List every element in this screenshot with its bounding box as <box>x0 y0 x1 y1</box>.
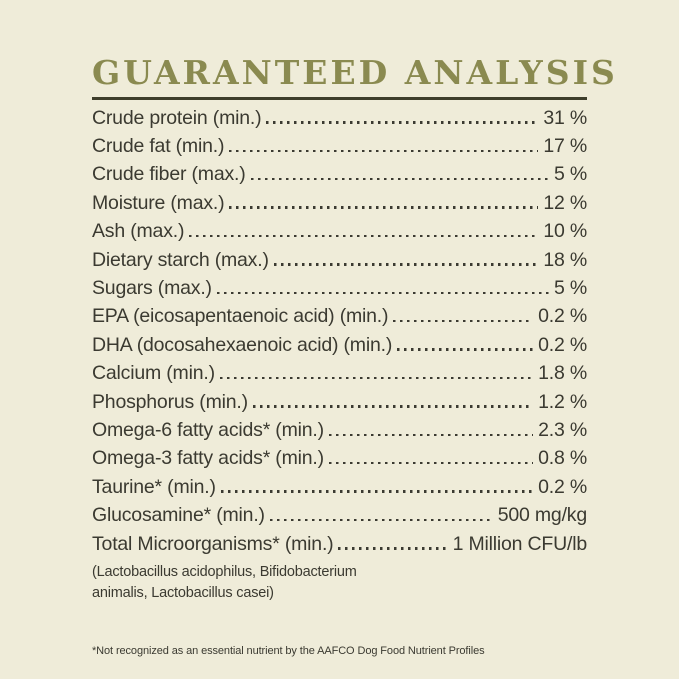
nutrient-label: EPA (eicosapentaenoic acid) (min.) <box>92 305 389 328</box>
analysis-row: Omega-3 fatty acids* (min.) 0.8 % <box>92 447 587 475</box>
nutrient-label: DHA (docosahexaenoic acid) (min.) <box>92 333 393 356</box>
analysis-row: Dietary starch (max.) 18 % <box>92 249 587 277</box>
dot-leader <box>229 149 539 153</box>
dot-leader <box>250 178 549 181</box>
nutrient-value: 10 % <box>543 220 587 243</box>
nutrient-value: 18 % <box>543 248 587 271</box>
nutrient-label: Phosphorus (min.) <box>92 390 248 413</box>
dot-leader <box>393 319 534 323</box>
analysis-row: Total Microorganisms* (min.) 1 Million C… <box>92 533 587 561</box>
nutrient-value: 2.3 % <box>538 418 587 441</box>
nutrient-label: Crude protein (min.) <box>92 106 262 129</box>
analysis-row: Taurine* (min.) 0.2 % <box>92 476 587 504</box>
nutrient-label: Ash (max.) <box>92 220 185 243</box>
dot-leader <box>216 291 549 294</box>
nutrient-label: Sugars (max.) <box>92 276 212 299</box>
dot-leader <box>269 518 493 522</box>
analysis-row: Glucosamine* (min.) 500 mg/kg <box>92 504 587 532</box>
dot-leader <box>266 121 539 124</box>
analysis-row: Calcium (min.) 1.8 % <box>92 362 587 390</box>
analysis-row: DHA (docosahexaenoic acid) (min.) 0.2 % <box>92 334 587 362</box>
nutrient-label: Dietary starch (max.) <box>92 248 269 271</box>
guaranteed-analysis-panel: GUARANTEED ANALYSIS Crude protein (min.)… <box>92 0 618 679</box>
nutrient-value: 31 % <box>543 106 587 129</box>
microorganisms-note-line2: animalis, Lactobacillus casei) <box>92 584 274 601</box>
analysis-row: Crude fiber (max.) 5 % <box>92 163 587 191</box>
analysis-row: Ash (max.) 10 % <box>92 220 587 248</box>
panel-title: GUARANTEED ANALYSIS <box>92 53 618 92</box>
nutrient-value: 0.2 % <box>538 475 587 498</box>
nutrient-label: Calcium (min.) <box>92 362 215 385</box>
nutrient-value: 17 % <box>543 135 587 158</box>
analysis-rows: Crude protein (min.) 31 % Crude fat (min… <box>92 107 587 561</box>
microorganisms-note-line1: (Lactobacillus acidophilus, Bifidobacter… <box>92 563 357 580</box>
title-underline <box>92 96 587 100</box>
dot-leader <box>328 433 534 436</box>
dot-leader <box>220 490 534 493</box>
nutrient-value: 500 mg/kg <box>497 504 587 527</box>
nutrient-label: Crude fat (min.) <box>92 135 225 158</box>
nutrient-value: 0.8 % <box>538 447 587 470</box>
dot-leader <box>273 263 539 266</box>
nutrient-label: Omega-6 fatty acids* (min.) <box>92 418 324 441</box>
nutrient-label: Total Microorganisms* (min.) <box>92 532 334 555</box>
nutrient-label: Taurine* (min.) <box>92 475 216 498</box>
analysis-row: Moisture (max.) 12 % <box>92 192 587 220</box>
dot-leader <box>252 405 534 408</box>
dot-leader <box>219 376 534 380</box>
nutrient-value: 1.8 % <box>538 362 587 385</box>
nutrient-value: 0.2 % <box>538 305 587 328</box>
analysis-row: Crude protein (min.) 31 % <box>92 107 587 135</box>
dot-leader <box>328 461 534 465</box>
dot-leader <box>397 348 534 351</box>
nutrient-value: 0.2 % <box>538 333 587 356</box>
dot-leader <box>189 234 539 238</box>
nutrient-value: 5 % <box>553 276 587 299</box>
nutrient-value: 1.2 % <box>538 390 587 413</box>
analysis-row: Omega-6 fatty acids* (min.) 2.3 % <box>92 419 587 447</box>
nutrient-value: 5 % <box>553 163 587 186</box>
nutrient-label: Glucosamine* (min.) <box>92 504 265 527</box>
aafco-footnote: *Not recognized as an essential nutrient… <box>92 645 485 657</box>
analysis-row: EPA (eicosapentaenoic acid) (min.) 0.2 % <box>92 305 587 333</box>
nutrient-value: 1 Million CFU/lb <box>452 532 588 555</box>
dot-leader <box>229 206 539 209</box>
dot-leader <box>338 547 448 550</box>
nutrient-label: Crude fiber (max.) <box>92 163 246 186</box>
analysis-row: Sugars (max.) 5 % <box>92 277 587 305</box>
nutrient-label: Omega-3 fatty acids* (min.) <box>92 447 324 470</box>
analysis-row: Phosphorus (min.) 1.2 % <box>92 391 587 419</box>
analysis-row: Crude fat (min.) 17 % <box>92 135 587 163</box>
nutrient-label: Moisture (max.) <box>92 191 225 214</box>
microorganisms-note: (Lactobacillus acidophilus, Bifidobacter… <box>92 562 587 604</box>
nutrient-value: 12 % <box>543 191 587 214</box>
